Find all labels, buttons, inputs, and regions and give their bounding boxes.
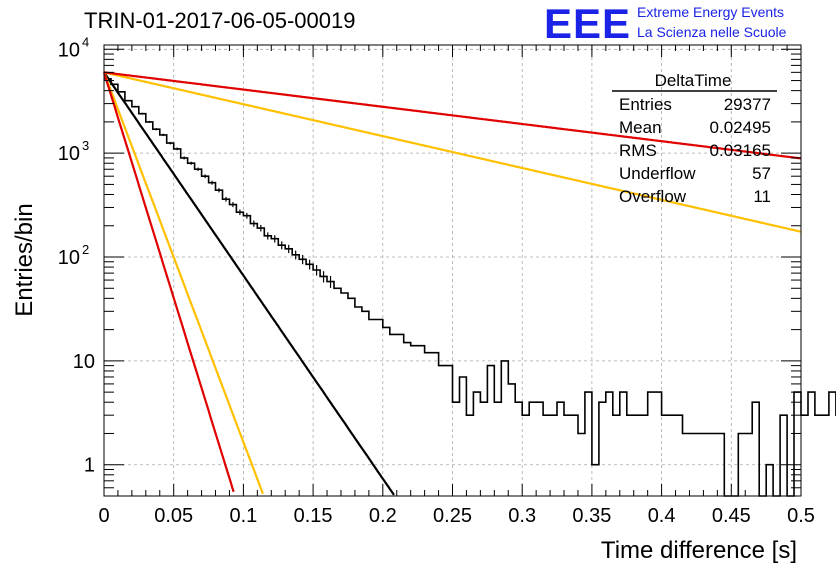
y-tick-label: 10 <box>73 351 95 373</box>
y-tick-label: 10 <box>58 39 80 61</box>
x-tick-label: 0.5 <box>787 505 815 527</box>
x-tick-label: 0.05 <box>154 505 193 527</box>
stats-value: 11 <box>753 187 771 206</box>
stats-value: 0.02495 <box>710 118 771 137</box>
stats-label: Mean <box>619 118 662 137</box>
fit-curves <box>102 71 802 496</box>
x-tick-label: 0.35 <box>572 505 611 527</box>
x-tick-label: 0.3 <box>508 505 536 527</box>
y-axis-label: Entries/bin <box>11 203 38 316</box>
stats-value: 0.03165 <box>710 141 771 160</box>
x-tick-label: 0.2 <box>369 505 397 527</box>
y-tick-exponent: 2 <box>82 242 89 257</box>
stats-label: Overflow <box>619 187 687 206</box>
fit-curve-3 <box>103 71 802 233</box>
y-tick-label: 10 <box>58 247 80 269</box>
stats-value: 29377 <box>724 95 771 114</box>
stats-label: RMS <box>619 141 657 160</box>
fit-curve-2 <box>102 71 235 493</box>
logo-line-2: La Scienza nelle Scuole <box>637 24 787 40</box>
y-tick-exponent: 3 <box>82 138 89 153</box>
x-axis-label: Time difference [s] <box>601 537 797 564</box>
stats-value: 57 <box>752 164 771 183</box>
x-tick-label: 0.25 <box>433 505 472 527</box>
histogram-outline <box>104 78 836 497</box>
x-tick-label: 0.45 <box>712 505 751 527</box>
x-tick-label: 0.15 <box>294 505 333 527</box>
stats-box: DeltaTime Entries 29377 Mean 0.02495 RMS 0.03… <box>612 71 777 206</box>
chart-title: TRIN-01-2017-06-05-00019 <box>84 8 356 33</box>
fit-curve-0 <box>103 71 395 496</box>
logo-line-1: Extreme Energy Events <box>637 4 785 20</box>
fit-curve-1 <box>102 71 264 495</box>
stats-title: DeltaTime <box>655 71 732 90</box>
x-tick-label: 0.4 <box>648 505 676 527</box>
stats-label: Entries <box>619 95 672 114</box>
x-tick-label: 0.1 <box>229 505 257 527</box>
stats-label: Underflow <box>619 164 696 183</box>
grid <box>104 45 801 496</box>
axes: 0 0.05 0.1 0.15 0.2 0.25 0.3 0.35 0.4 0.45 0.5 1 10 1… <box>58 34 815 527</box>
y-tick-exponent: 4 <box>82 34 89 49</box>
y-tick-label: 10 <box>58 143 80 165</box>
histogram <box>104 78 836 497</box>
x-tick-label: 0 <box>98 505 109 527</box>
eee-logo: EEE <box>544 0 632 47</box>
y-tick-label: 1 <box>84 455 95 477</box>
fit-curve-4 <box>103 71 802 160</box>
